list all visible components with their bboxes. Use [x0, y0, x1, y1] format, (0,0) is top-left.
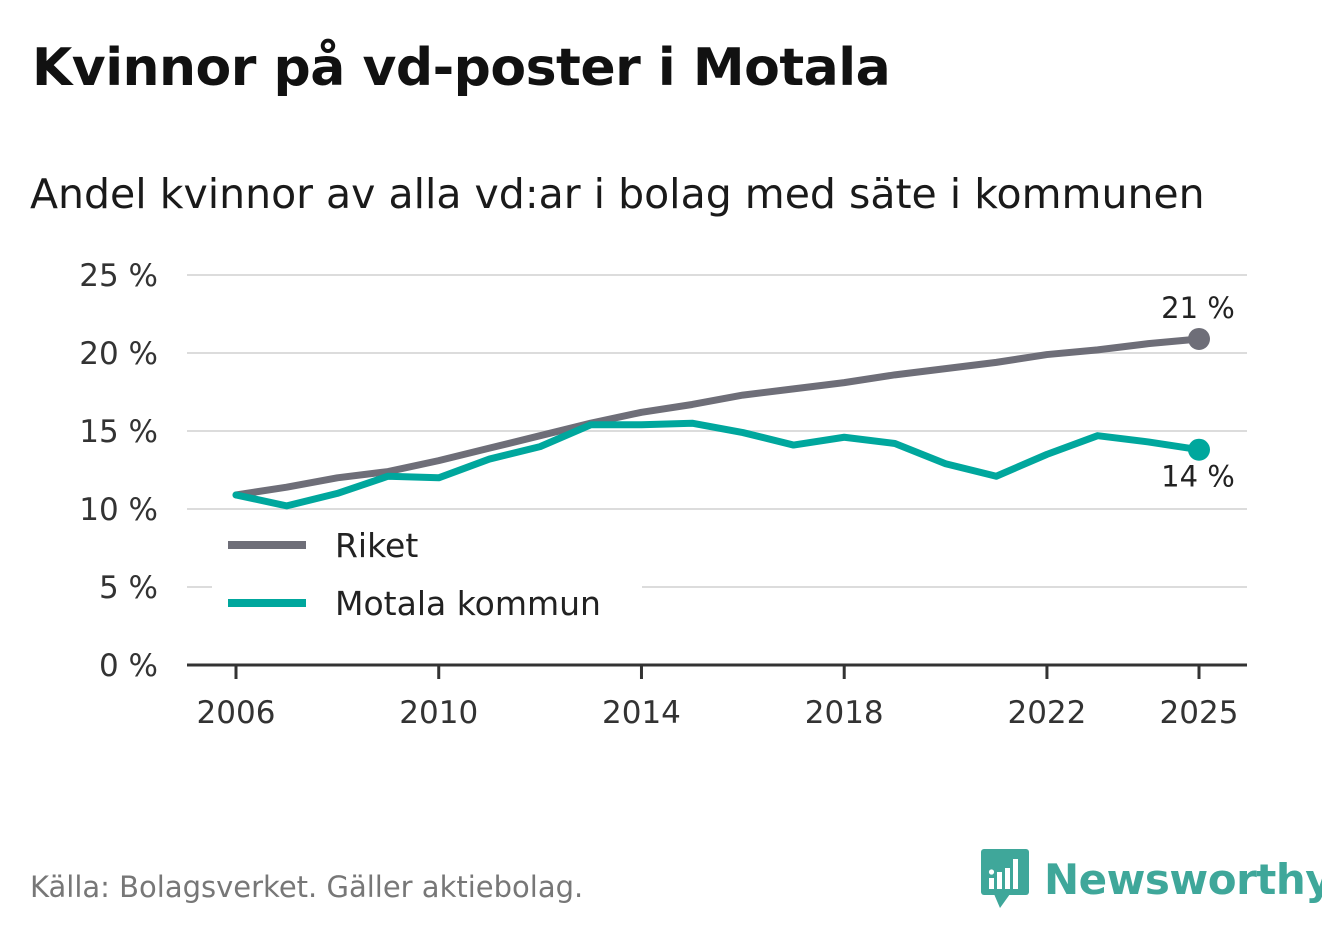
y-tick-label: 15 % [79, 414, 158, 450]
y-tick-label: 10 % [79, 492, 158, 528]
y-tick-label: 25 % [79, 258, 158, 294]
source-note: Källa: Bolagsverket. Gäller aktiebolag. [30, 870, 584, 904]
x-tick-label: 2014 [602, 695, 681, 731]
chart-subtitle: Andel kvinnor av alla vd:ar i bolag med … [30, 170, 1205, 218]
axes: 0 % 5 % 10 % 15 % 20 % 25 % 2006 2010 2014 2018 20… [79, 258, 1247, 731]
y-tick-label: 0 % [99, 648, 158, 684]
legend-label: Riket [335, 526, 418, 565]
x-tick-label: 2018 [805, 695, 884, 731]
series-end-label: 14 % [1161, 460, 1235, 494]
x-tick-label: 2025 [1160, 695, 1239, 731]
x-tick-label: 2010 [399, 695, 478, 731]
brand-logo[interactable]: Newsworthy [980, 848, 1322, 910]
legend: Riket Motala kommun [212, 522, 642, 632]
y-tick-label: 20 % [79, 336, 158, 372]
x-tick-label: 2006 [197, 695, 276, 731]
legend-label: Motala kommun [335, 584, 601, 623]
series-lines: 21 % 14 % [232, 291, 1235, 510]
series-line-motala [232, 419, 1203, 510]
x-tick-label: 2022 [1007, 695, 1086, 731]
legend-background [212, 522, 642, 632]
brand-name: Newsworthy [1044, 854, 1322, 904]
series-end-marker [1188, 438, 1210, 461]
newsworthy-logo-icon [981, 849, 1029, 908]
series-end-marker [1188, 327, 1210, 350]
series-line-riket [232, 335, 1203, 499]
chart-title: Kvinnor på vd-poster i Motala [32, 38, 891, 98]
series-end-label: 21 % [1161, 291, 1235, 325]
y-tick-label: 5 % [99, 570, 158, 606]
